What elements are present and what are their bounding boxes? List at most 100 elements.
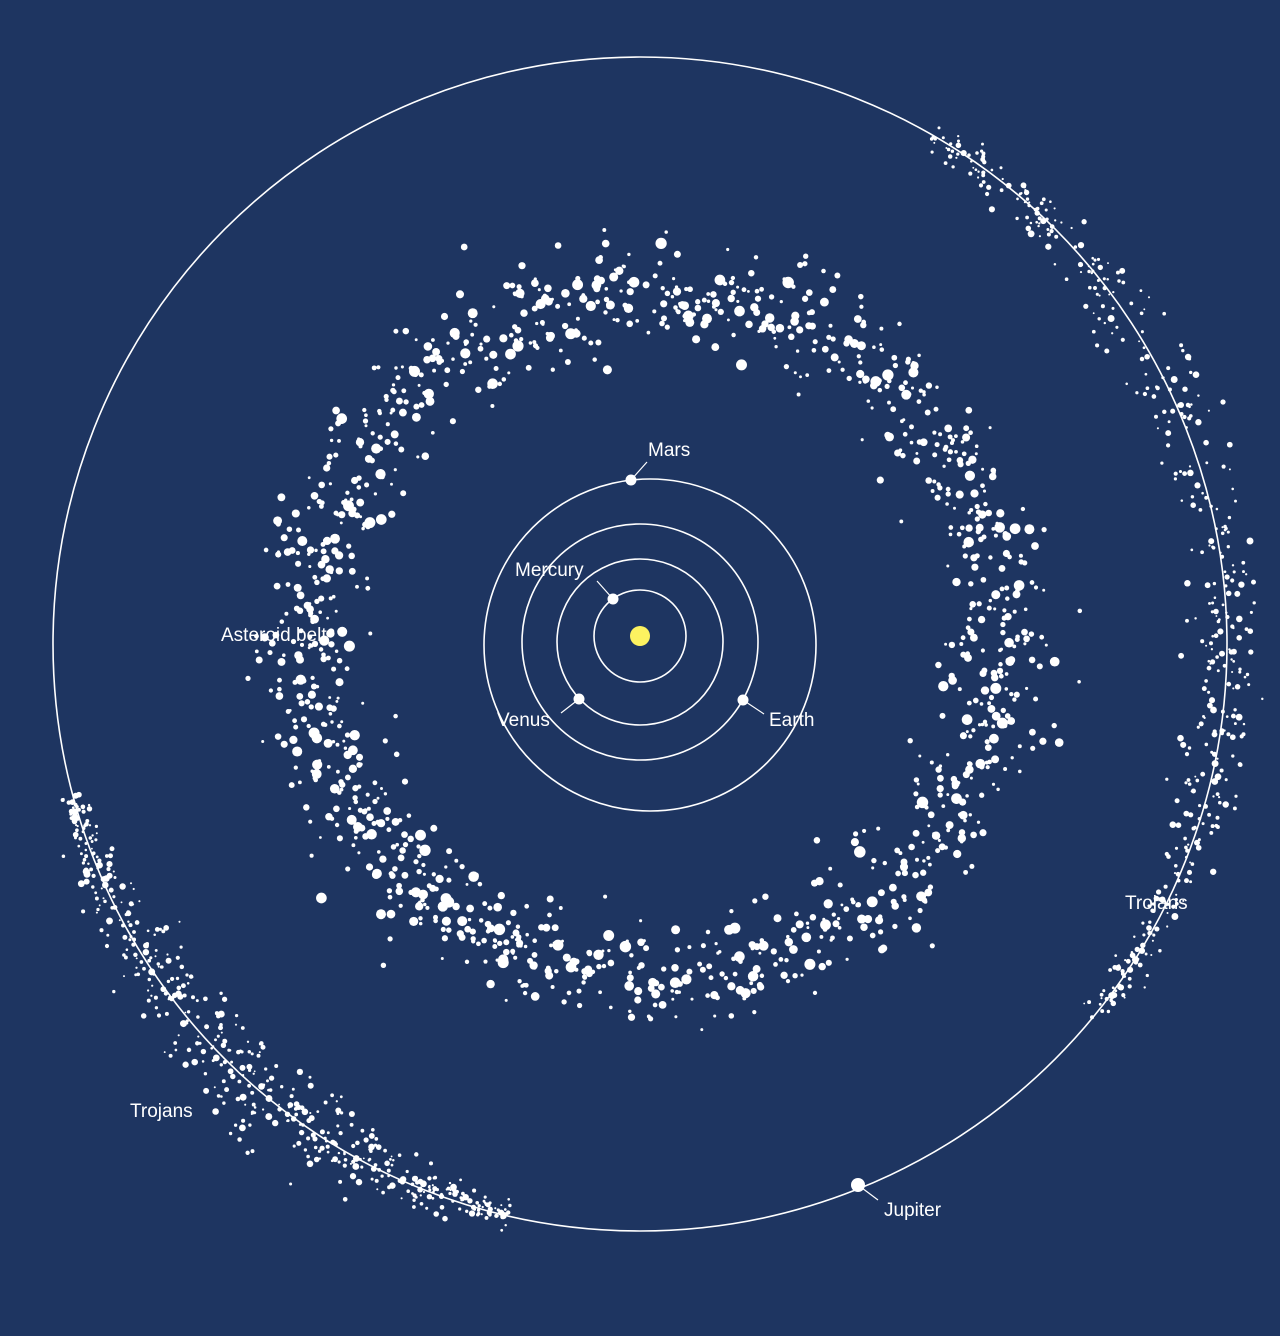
asteroid [967, 616, 972, 622]
asteroid [417, 1178, 424, 1185]
asteroid [1079, 271, 1083, 274]
asteroid [828, 323, 833, 328]
asteroid [184, 1011, 187, 1014]
asteroid [588, 340, 594, 346]
asteroid [1106, 1009, 1111, 1014]
asteroid [91, 853, 94, 856]
asteroid [727, 982, 736, 991]
asteroid [664, 290, 671, 297]
asteroid [687, 313, 692, 318]
asteroid [905, 356, 911, 362]
asteroid [319, 1145, 325, 1151]
asteroid [969, 863, 975, 869]
mercury-orbit [593, 589, 687, 683]
asteroid [1209, 662, 1212, 665]
asteroid [297, 780, 302, 785]
asteroid [161, 929, 166, 934]
asteroid [503, 948, 510, 956]
asteroid [293, 583, 302, 592]
asteroid [1217, 795, 1221, 799]
asteroid [90, 840, 94, 843]
asteroid [912, 871, 919, 879]
asteroid [942, 446, 948, 452]
asteroid [1236, 635, 1242, 641]
asteroid [927, 884, 934, 890]
asteroid [373, 1143, 378, 1147]
asteroid [1108, 968, 1113, 972]
asteroid [1127, 966, 1134, 973]
asteroid [843, 906, 850, 912]
asteroid [337, 438, 341, 443]
asteroid [685, 317, 695, 327]
asteroid [441, 916, 451, 926]
asteroid [890, 406, 897, 413]
asteroid [290, 638, 297, 645]
asteroid [459, 1178, 462, 1182]
asteroid [236, 1049, 241, 1055]
asteroid [366, 813, 374, 822]
asteroid [921, 840, 925, 844]
asteroid [352, 1163, 360, 1170]
asteroid [1012, 697, 1017, 702]
asteroid [786, 934, 790, 939]
asteroid [1042, 588, 1046, 592]
asteroid [1041, 197, 1046, 202]
asteroid [337, 1151, 341, 1155]
asteroid [1234, 499, 1237, 503]
asteroid [352, 795, 358, 801]
asteroid [981, 173, 986, 178]
asteroid [1018, 769, 1022, 774]
asteroid [1152, 933, 1156, 937]
asteroid [308, 643, 313, 648]
asteroid [325, 565, 334, 574]
asteroid [292, 718, 297, 724]
asteroid [456, 930, 464, 938]
asteroid [489, 350, 498, 359]
asteroid [700, 943, 706, 949]
asteroid [974, 516, 980, 522]
asteroid [523, 944, 528, 949]
asteroid [86, 806, 93, 812]
asteroid [1025, 197, 1030, 201]
asteroid [1170, 408, 1176, 414]
asteroid [1138, 340, 1141, 343]
asteroid [895, 870, 901, 877]
asteroid [1164, 903, 1168, 907]
asteroid [487, 384, 492, 389]
asteroid [872, 376, 877, 381]
asteroid [922, 390, 926, 394]
asteroid [509, 282, 516, 289]
asteroid [1123, 975, 1127, 978]
asteroid [646, 330, 651, 335]
asteroid [343, 640, 355, 652]
asteroid [1211, 545, 1215, 549]
asteroid [1140, 330, 1144, 334]
asteroid [1185, 426, 1188, 429]
asteroid [652, 273, 658, 279]
asteroid [465, 882, 469, 886]
asteroid [422, 1190, 426, 1194]
asteroid [336, 696, 340, 700]
asteroid [542, 293, 547, 298]
asteroid [431, 1184, 434, 1187]
asteroid [320, 721, 327, 727]
asteroid [213, 1086, 216, 1089]
asteroid [879, 326, 884, 331]
asteroid [877, 929, 884, 935]
asteroid [295, 560, 302, 567]
asteroid [673, 250, 681, 258]
asteroid [902, 868, 907, 873]
asteroid [674, 285, 679, 289]
asteroid [996, 787, 1000, 792]
asteroid [1238, 581, 1245, 588]
asteroid [1188, 465, 1192, 468]
asteroid [103, 899, 107, 904]
asteroid [870, 381, 878, 390]
asteroid [449, 418, 456, 425]
asteroid [370, 1177, 374, 1181]
asteroid [736, 299, 740, 303]
asteroid [220, 1031, 223, 1034]
asteroid [991, 755, 1000, 764]
asteroid [132, 887, 135, 891]
